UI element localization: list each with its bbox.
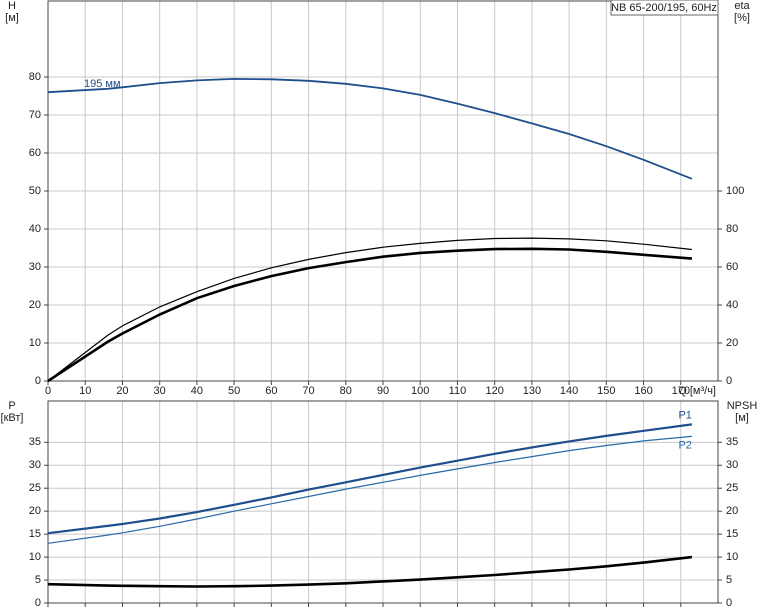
y2-tick-label: 60 xyxy=(726,261,738,273)
y2-axis-label: [м] xyxy=(735,412,749,424)
y2-tick-label: 25 xyxy=(726,482,738,494)
series-line xyxy=(47,247,693,383)
y-axis-label: P xyxy=(8,400,15,412)
series-line xyxy=(47,435,692,544)
series-label: 195 мм xyxy=(84,78,121,90)
y-tick-label: 0 xyxy=(35,375,41,387)
y-tick-label: 10 xyxy=(29,337,41,349)
x-tick-label: 80 xyxy=(340,385,352,397)
y2-tick-label: 20 xyxy=(726,505,738,517)
series-label: P1 xyxy=(678,409,691,421)
y-tick-label: 15 xyxy=(29,528,41,540)
y2-tick-label: 35 xyxy=(726,436,738,448)
y2-axis-label: eta xyxy=(734,0,750,12)
y-tick-label: 20 xyxy=(29,505,41,517)
y-axis-label: [м] xyxy=(5,12,19,24)
y2-axis-label: NPSH xyxy=(727,400,758,412)
y-tick-label: 20 xyxy=(29,299,41,311)
x-tick-label: 160 xyxy=(634,385,652,397)
x-tick-label: 10 xyxy=(79,385,91,397)
plot-frame xyxy=(47,0,719,382)
series-label: P2 xyxy=(678,439,691,451)
y-tick-label: 30 xyxy=(29,459,41,471)
y-tick-label: 35 xyxy=(29,436,41,448)
series-line xyxy=(47,237,692,382)
x-tick-label: 40 xyxy=(191,385,203,397)
x-axis-label: Q [м³/ч] xyxy=(678,385,716,397)
x-tick-label: 70 xyxy=(302,385,314,397)
x-tick-label: 140 xyxy=(560,385,578,397)
x-tick-label: 30 xyxy=(154,385,166,397)
y-tick-label: 80 xyxy=(29,71,41,83)
y2-tick-label: 30 xyxy=(726,459,738,471)
y-tick-label: 5 xyxy=(35,574,41,586)
y-tick-label: 70 xyxy=(29,109,41,121)
series-line xyxy=(47,555,693,588)
x-tick-label: 60 xyxy=(265,385,277,397)
y-axis-label: [кВт] xyxy=(1,412,24,424)
title-box xyxy=(610,0,719,16)
plot-frame xyxy=(47,400,719,604)
x-tick-label: 150 xyxy=(597,385,615,397)
y2-tick-label: 80 xyxy=(726,223,738,235)
y2-tick-label: 5 xyxy=(726,574,732,586)
x-tick-label: 90 xyxy=(377,385,389,397)
y-tick-label: 10 xyxy=(29,551,41,563)
x-tick-label: 0 xyxy=(45,385,51,397)
x-tick-label: 130 xyxy=(523,385,541,397)
y-tick-label: 50 xyxy=(29,185,41,197)
x-tick-label: 120 xyxy=(485,385,503,397)
y-tick-label: 30 xyxy=(29,261,41,273)
y2-tick-label: 0 xyxy=(726,375,732,387)
x-tick-label: 170 xyxy=(672,385,690,397)
y-tick-label: 40 xyxy=(29,223,41,235)
y2-tick-label: 20 xyxy=(726,337,738,349)
y-tick-label: 25 xyxy=(29,482,41,494)
chart-title: NB 65-200/195, 60Hz xyxy=(611,2,717,14)
series-line xyxy=(47,77,693,180)
y2-tick-label: 15 xyxy=(726,528,738,540)
y2-tick-label: 40 xyxy=(726,299,738,311)
x-tick-label: 20 xyxy=(116,385,128,397)
x-tick-label: 50 xyxy=(228,385,240,397)
y2-tick-label: 100 xyxy=(726,185,744,197)
y-tick-label: 60 xyxy=(29,147,41,159)
y2-axis-label: [%] xyxy=(734,12,750,24)
y2-tick-label: 0 xyxy=(726,597,732,609)
y2-tick-label: 10 xyxy=(726,551,738,563)
y-tick-label: 0 xyxy=(35,597,41,609)
x-tick-label: 110 xyxy=(449,385,467,397)
series-line xyxy=(47,423,693,535)
y-axis-label: H xyxy=(8,0,16,12)
x-tick-label: 100 xyxy=(411,385,429,397)
